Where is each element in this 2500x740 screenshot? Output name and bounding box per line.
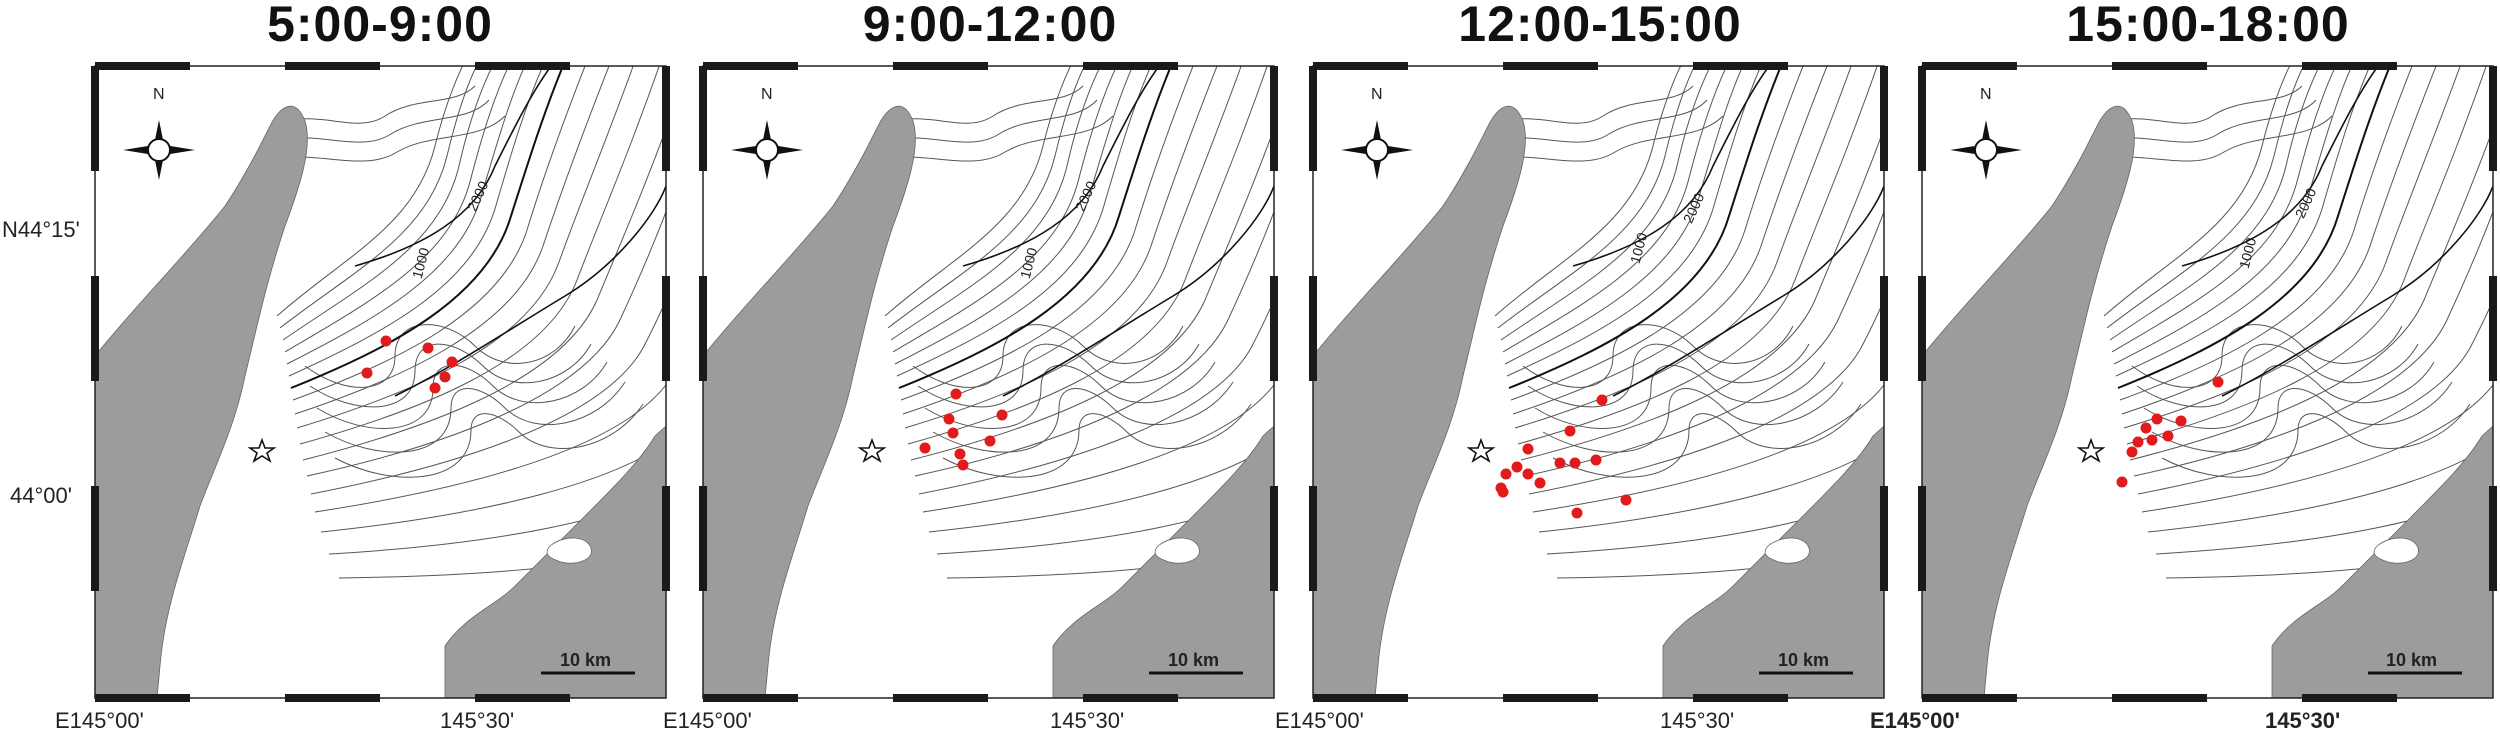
lon-label-left-2: E145°00'	[663, 708, 752, 733]
epicenter-point-2-1	[950, 388, 962, 400]
epicenter-point-1-3	[446, 356, 458, 368]
lon-label-left-3: E145°00'	[1275, 708, 1364, 733]
epicenter-point-3-9	[1522, 468, 1534, 480]
lon-label-left-1: E145°00'	[55, 708, 144, 733]
epicenter-point-3-8	[1500, 468, 1512, 480]
epicenter-point-4-2	[2151, 413, 2163, 425]
epicenter-point-2-3	[996, 409, 1008, 421]
epicenter-point-3-3	[1522, 443, 1534, 455]
epicenter-point-2-2	[943, 413, 955, 425]
lon-label-right-4: 145°30'	[2265, 708, 2341, 733]
epicenter-point-2-4	[947, 427, 959, 439]
star-marker-4	[2076, 437, 2106, 463]
epicenter-point-1-4	[439, 371, 451, 383]
epicenter-point-3-10	[1534, 477, 1546, 489]
epicenter-point-3-14	[1571, 507, 1583, 519]
scale-bar-label-4: 10 km	[2386, 650, 2438, 670]
star-marker-1	[247, 437, 277, 463]
epicenter-point-3-5	[1511, 461, 1523, 473]
lat-label-bottom: 44°00'	[10, 483, 72, 508]
star-marker-2	[857, 437, 887, 463]
star-marker-3	[1466, 437, 1496, 463]
compass-n-4: N	[1980, 86, 1992, 103]
panel-title-2: 9:00-12:00	[862, 0, 1118, 52]
lon-label-right-2: 145°30'	[1050, 708, 1125, 733]
map-panel-3	[1309, 61, 1923, 702]
compass-n-2: N	[761, 86, 773, 103]
epicenter-point-2-5	[984, 435, 996, 447]
epicenter-point-2-8	[957, 459, 969, 471]
lon-label-left-4: E145°00'	[1870, 708, 1960, 733]
compass-n-1: N	[153, 86, 165, 103]
epicenter-point-4-3	[2175, 415, 2187, 427]
epicenter-point-3-7	[1569, 457, 1581, 469]
lon-label-right-1: 145°30'	[440, 708, 515, 733]
map-panel-2	[699, 61, 1313, 702]
epicenter-point-2-7	[954, 448, 966, 460]
scale-bar-label-3: 10 km	[1778, 650, 1830, 670]
epicenter-point-4-5	[2162, 430, 2174, 442]
compass-n-3: N	[1371, 86, 1383, 103]
epicenter-point-3-1	[1596, 394, 1608, 406]
epicenter-point-1-5	[429, 382, 441, 394]
epicenter-point-4-9	[2116, 476, 2128, 488]
epicenter-point-3-6	[1554, 457, 1566, 469]
epicenter-points	[361, 335, 2224, 519]
epicenter-point-2-6	[919, 442, 931, 454]
epicenter-point-3-12	[1497, 486, 1509, 498]
epicenter-point-4-4	[2140, 422, 2152, 434]
epicenter-point-4-8	[2126, 446, 2138, 458]
map-panel-1	[91, 61, 705, 702]
panel-title-4: 15:00-18:00	[2066, 0, 2350, 52]
epicenter-point-3-4	[1590, 454, 1602, 466]
panel-title-3: 12:00-15:00	[1458, 0, 1742, 52]
epicenter-point-4-6	[2132, 436, 2144, 448]
scale-bar-label-2: 10 km	[1168, 650, 1220, 670]
scale-bar-label-1: 10 km	[560, 650, 612, 670]
map-panel-4	[1918, 61, 2500, 702]
panel-title-1: 5:00-9:00	[267, 0, 493, 52]
epicenter-point-1-2	[422, 342, 434, 354]
epicenter-point-4-7	[2146, 434, 2158, 446]
lat-label-top: N44°15'	[2, 217, 80, 242]
epicenter-point-1-1	[380, 335, 392, 347]
lon-label-right-3: 145°30'	[1660, 708, 1735, 733]
epicenter-point-1-6	[361, 367, 373, 379]
epicenter-point-3-2	[1564, 425, 1576, 437]
epicenter-point-4-1	[2212, 376, 2224, 388]
epicenter-point-3-13	[1620, 494, 1632, 506]
